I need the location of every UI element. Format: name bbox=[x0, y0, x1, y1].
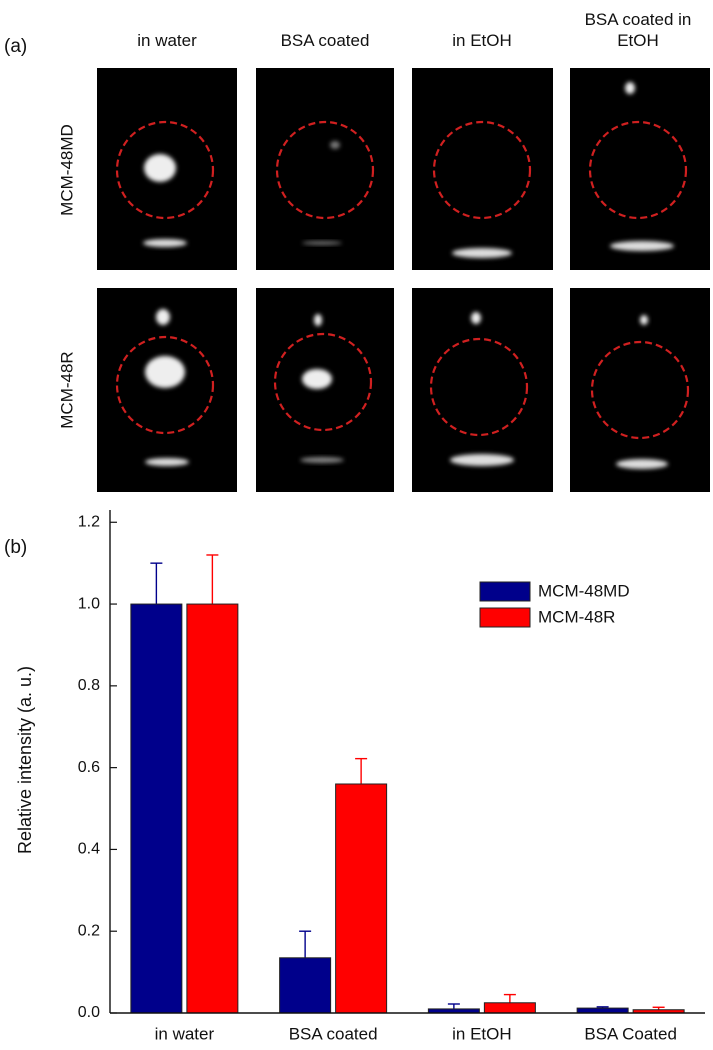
bar bbox=[335, 783, 388, 1014]
signal bbox=[145, 356, 185, 388]
row-label: MCM-48R bbox=[57, 351, 76, 428]
x-tick-label: in EtOH bbox=[452, 1024, 512, 1043]
micrograph bbox=[256, 68, 394, 270]
bar bbox=[130, 603, 183, 1014]
micrograph bbox=[412, 68, 553, 270]
legend-swatch bbox=[479, 581, 531, 602]
legend-swatch bbox=[479, 607, 531, 628]
signal bbox=[471, 312, 481, 324]
legend-label: MCM-48R bbox=[538, 607, 615, 626]
roi-circle bbox=[588, 120, 688, 220]
signal bbox=[302, 241, 342, 245]
bar bbox=[279, 957, 332, 1014]
y-tick-label: 0.6 bbox=[78, 759, 100, 776]
roi-circle bbox=[275, 120, 375, 220]
signal bbox=[450, 454, 514, 466]
signal bbox=[452, 248, 512, 258]
y-tick-label: 0.2 bbox=[78, 922, 100, 939]
roi-circle bbox=[432, 120, 532, 220]
panel-label: (a) bbox=[4, 36, 28, 57]
y-tick-label: 0.0 bbox=[78, 1004, 100, 1021]
micrograph-grid bbox=[97, 68, 710, 492]
bar bbox=[576, 1007, 629, 1014]
y-axis-title: Relative intensity (a. u.) bbox=[15, 666, 35, 854]
micrograph bbox=[570, 288, 710, 492]
y-tick-label: 1.2 bbox=[78, 513, 100, 530]
signal bbox=[156, 309, 170, 325]
signal bbox=[610, 241, 674, 251]
column-label: BSA coated in EtOH bbox=[584, 10, 692, 50]
x-tick-label: BSA coated bbox=[289, 1024, 378, 1043]
column-label: in water bbox=[137, 31, 197, 50]
x-tick-label: BSA Coated bbox=[584, 1024, 677, 1043]
x-tick-label: in water bbox=[155, 1024, 215, 1043]
signal bbox=[302, 369, 332, 389]
signal bbox=[144, 154, 176, 182]
signal bbox=[616, 459, 668, 469]
y-tick-label: 1.0 bbox=[78, 595, 100, 612]
column-label: in EtOH bbox=[452, 31, 512, 50]
panel-label: (b) bbox=[4, 537, 28, 558]
y-tick-label: 0.4 bbox=[78, 841, 100, 858]
roi-circle bbox=[115, 120, 215, 220]
row-label: MCM-48MD bbox=[57, 124, 76, 216]
signal bbox=[143, 239, 187, 247]
signal bbox=[145, 458, 189, 466]
roi-circle bbox=[429, 337, 529, 437]
signal bbox=[330, 141, 340, 149]
legend-label: MCM-48MD bbox=[538, 581, 630, 600]
roi-circle bbox=[590, 340, 690, 440]
roi-circle bbox=[273, 332, 373, 432]
micrograph bbox=[570, 68, 710, 270]
roi-circle bbox=[115, 335, 215, 435]
bar bbox=[483, 1002, 536, 1014]
y-tick-label: 0.8 bbox=[78, 677, 100, 694]
signal bbox=[640, 315, 648, 325]
signal bbox=[625, 82, 635, 94]
bar bbox=[186, 603, 239, 1014]
column-label: BSA coated bbox=[280, 31, 370, 50]
signal bbox=[314, 314, 322, 326]
signal bbox=[300, 457, 344, 463]
